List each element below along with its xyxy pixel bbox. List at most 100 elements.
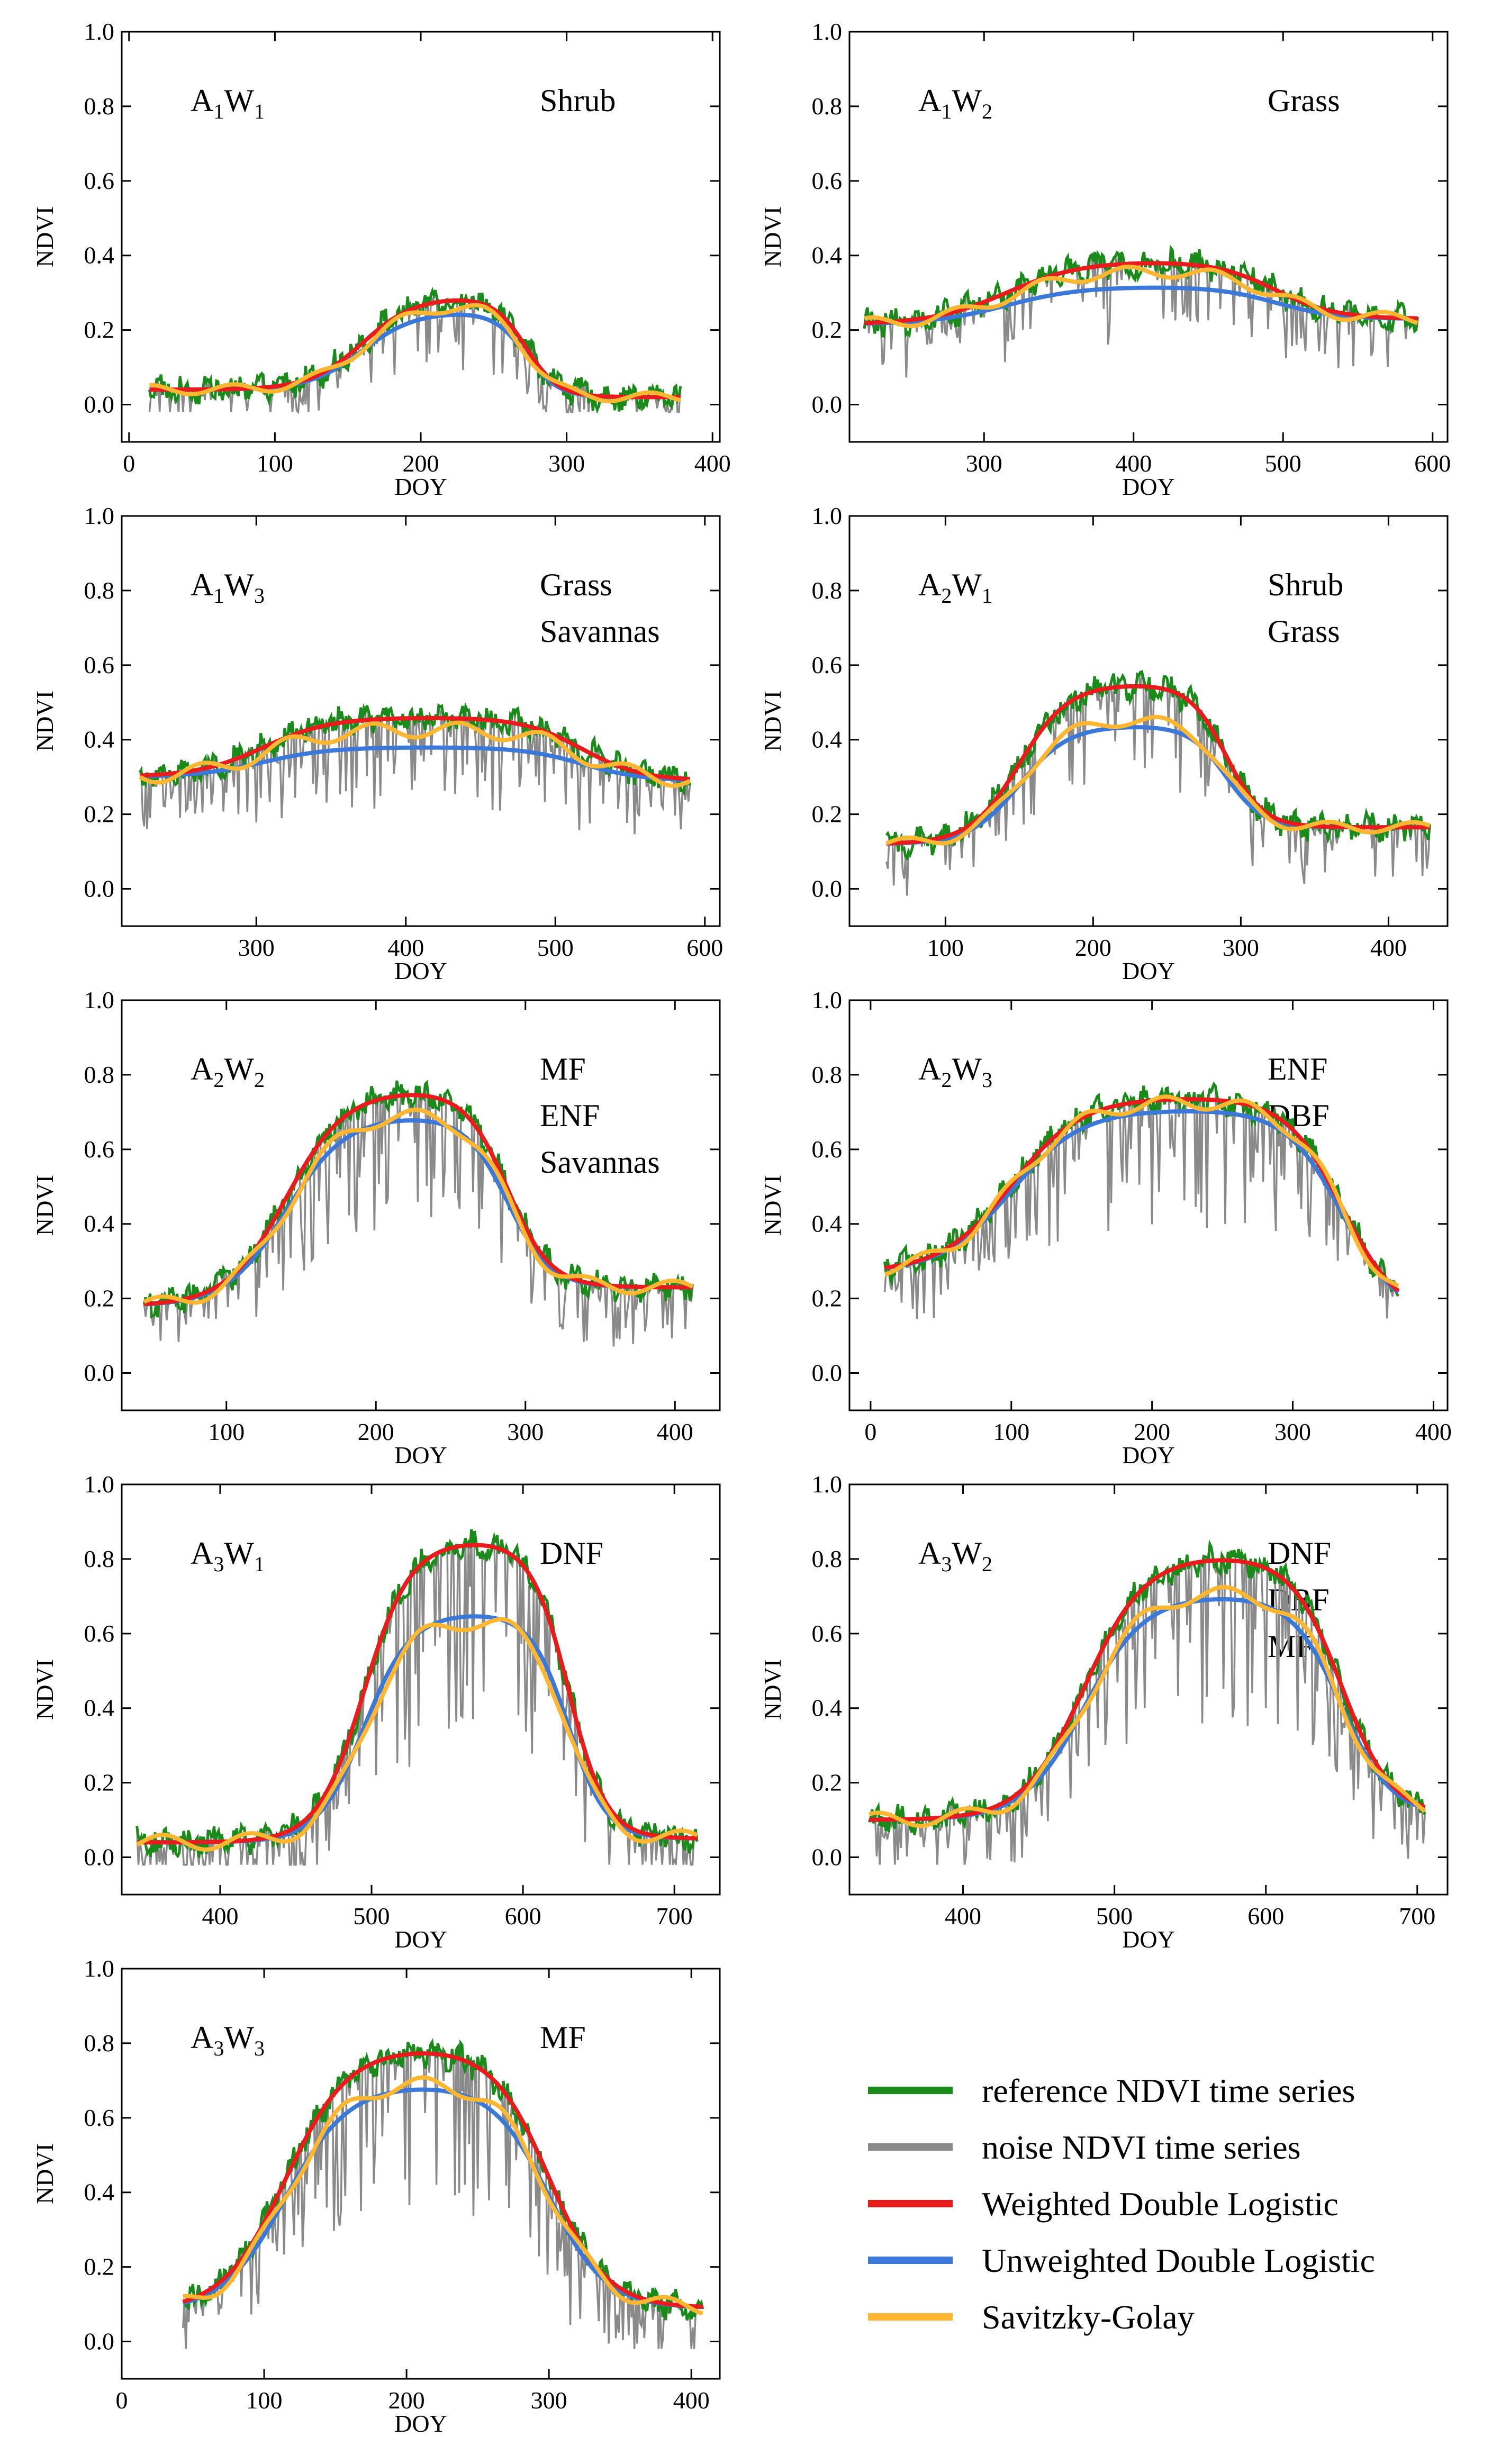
series-weighted-line bbox=[182, 2051, 703, 2309]
axes-frame bbox=[121, 515, 721, 927]
series-group bbox=[135, 1529, 699, 1866]
x-axis-title: DOY bbox=[394, 1442, 447, 1469]
panel-label: A3W1 bbox=[191, 1536, 265, 1576]
y-tick-label: 0.4 bbox=[84, 1210, 115, 1237]
panel-a2w3: 0.0 0.2 0.4 0.6 0.8 1.0 0 100 200 300 400 DOY NDVI A2… bbox=[759, 986, 1452, 1469]
panel-a1w1: 0.0 0.2 0.4 0.6 0.8 1.0 0 100 200 300 400 DOY NDVI A1… bbox=[31, 18, 731, 500]
y-tick-label: 0.4 bbox=[84, 1695, 115, 1722]
y-tick-label: 0.4 bbox=[812, 242, 843, 269]
x-tick-label: 400 bbox=[1415, 1418, 1452, 1445]
axes-frame bbox=[848, 1483, 1449, 1896]
land-cover-label: MF bbox=[540, 2020, 586, 2055]
x-tick-label: 400 bbox=[673, 2387, 710, 2414]
series-savgol-line bbox=[869, 1585, 1426, 1828]
x-axis-title: DOY bbox=[394, 473, 447, 500]
y-tick-label: 0.6 bbox=[84, 167, 115, 194]
panel-a3w2: 0.0 0.2 0.4 0.6 0.8 1.0 400 500 600 700 DOY NDVI A3W… bbox=[759, 1471, 1449, 1953]
land-cover-label: ENF bbox=[1268, 1052, 1327, 1086]
series-savgol-line bbox=[135, 1617, 698, 1852]
x-tick-label: 600 bbox=[1414, 450, 1451, 477]
land-cover-label: ENF bbox=[540, 1098, 600, 1133]
x-tick-label: 500 bbox=[1096, 1903, 1133, 1929]
panel-a1w2: 0.0 0.2 0.4 0.6 0.8 1.0 300 400 500 600 DOY NDVI A1W… bbox=[759, 18, 1451, 500]
x-tick-label: 100 bbox=[993, 1418, 1029, 1445]
series-group bbox=[148, 286, 682, 414]
series-group bbox=[182, 2038, 704, 2349]
land-cover-label: MF bbox=[540, 1052, 586, 1086]
y-tick-label: 0.6 bbox=[84, 1620, 115, 1647]
y-tick-label: 0.8 bbox=[84, 93, 115, 120]
y-tick-label: 1.0 bbox=[812, 18, 843, 45]
series-group bbox=[885, 669, 1431, 896]
x-tick-label: 400 bbox=[945, 1903, 981, 1929]
x-tick-label: 100 bbox=[927, 934, 964, 961]
x-tick-label: 600 bbox=[505, 1903, 541, 1929]
x-tick-label: 400 bbox=[694, 450, 731, 477]
y-tick-label: 0.4 bbox=[812, 1210, 843, 1237]
y-tick-label: 0.8 bbox=[84, 577, 115, 604]
x-tick-label: 100 bbox=[246, 2387, 283, 2414]
y-tick-label: 0.2 bbox=[84, 2253, 115, 2280]
x-axis-title: DOY bbox=[1122, 1926, 1175, 1953]
axes-frame bbox=[848, 31, 1449, 443]
y-tick-label: 0.0 bbox=[84, 875, 115, 902]
y-axis-title: NDVI bbox=[759, 1659, 786, 1720]
y-tick-label: 1.0 bbox=[812, 1471, 843, 1498]
series-group bbox=[138, 702, 691, 835]
series-savgol-line bbox=[885, 714, 1431, 846]
panel-label: A2W2 bbox=[191, 1052, 265, 1092]
x-tick-label: 300 bbox=[1274, 1418, 1311, 1445]
series-weighted-line bbox=[869, 1558, 1426, 1822]
land-cover-label: DNF bbox=[1268, 1536, 1331, 1571]
y-tick-label: 0.6 bbox=[812, 651, 843, 678]
y-tick-label: 0.6 bbox=[812, 1136, 843, 1163]
x-tick-label: 200 bbox=[388, 2387, 425, 2414]
y-tick-label: 0.0 bbox=[812, 875, 843, 902]
y-tick-label: 0.4 bbox=[84, 242, 115, 269]
panel-a2w1: 0.0 0.2 0.4 0.6 0.8 1.0 100 200 300 400 DOY NDVI A2W… bbox=[759, 502, 1449, 984]
legend-label: reference NDVI time series bbox=[982, 2072, 1355, 2109]
y-axis-title: NDVI bbox=[31, 1659, 58, 1720]
y-tick-label: 0.2 bbox=[812, 801, 843, 828]
x-tick-label: 200 bbox=[358, 1418, 394, 1445]
y-axis-title: NDVI bbox=[31, 691, 58, 751]
land-cover-label: Shrub bbox=[1268, 567, 1343, 602]
axes-frame bbox=[848, 515, 1449, 927]
legend-label: Weighted Double Logistic bbox=[982, 2185, 1339, 2223]
panel-a3w1: 0.0 0.2 0.4 0.6 0.8 1.0 400 500 600 700 DOY NDVI A3W… bbox=[31, 1471, 721, 1953]
legend-label: noise NDVI time series bbox=[982, 2128, 1301, 2166]
panels: 0.00.20.40.60.81.00 100 200 300 400DOYNDVIA1… bbox=[31, 18, 1452, 2437]
panel-a1w3: 0.0 0.2 0.4 0.6 0.8 1.0 300 400 500 600 DOY NDVI A1W… bbox=[31, 502, 723, 984]
y-tick-label: 0.2 bbox=[84, 801, 115, 828]
x-tick-label: 500 bbox=[354, 1903, 390, 1929]
x-axis-title: DOY bbox=[394, 2410, 447, 2437]
panel-label: A1W3 bbox=[191, 567, 265, 608]
x-tick-label: 100 bbox=[257, 450, 293, 477]
series-savgol-line bbox=[864, 265, 1418, 329]
legend-entry-noise: noise NDVI time series bbox=[868, 2128, 1301, 2166]
y-axis-title: NDVI bbox=[31, 206, 58, 267]
y-tick-label: 0.0 bbox=[84, 391, 115, 418]
y-tick-label: 1.0 bbox=[812, 502, 843, 529]
y-tick-label: 0.2 bbox=[84, 1769, 115, 1796]
x-axis-title: DOY bbox=[394, 957, 447, 984]
x-tick-label: 500 bbox=[1265, 450, 1301, 477]
y-axis-title: NDVI bbox=[759, 1175, 786, 1236]
y-tick-label: 0.8 bbox=[84, 2030, 115, 2057]
y-tick-label: 0.6 bbox=[84, 651, 115, 678]
y-tick-label: 0.8 bbox=[84, 1061, 115, 1088]
y-tick-label: 0.6 bbox=[84, 2104, 115, 2131]
y-axis-title: NDVI bbox=[759, 691, 786, 751]
x-tick-label: 100 bbox=[208, 1418, 245, 1445]
y-tick-label: 1.0 bbox=[84, 1955, 115, 1982]
series-unweighted-line bbox=[884, 1109, 1400, 1294]
y-tick-label: 0.8 bbox=[812, 1545, 843, 1572]
y-axis-title: NDVI bbox=[31, 1175, 58, 1236]
land-cover-label: DNF bbox=[540, 1536, 603, 1571]
x-tick-label: 300 bbox=[507, 1418, 544, 1445]
panel-label: A3W3 bbox=[191, 2020, 265, 2060]
x-tick-label: 700 bbox=[1399, 1903, 1435, 1929]
series-group bbox=[867, 1539, 1426, 1865]
y-axis-title: NDVI bbox=[759, 206, 786, 267]
legend-entry-savgol: Savitzky-Golay bbox=[868, 2298, 1195, 2336]
